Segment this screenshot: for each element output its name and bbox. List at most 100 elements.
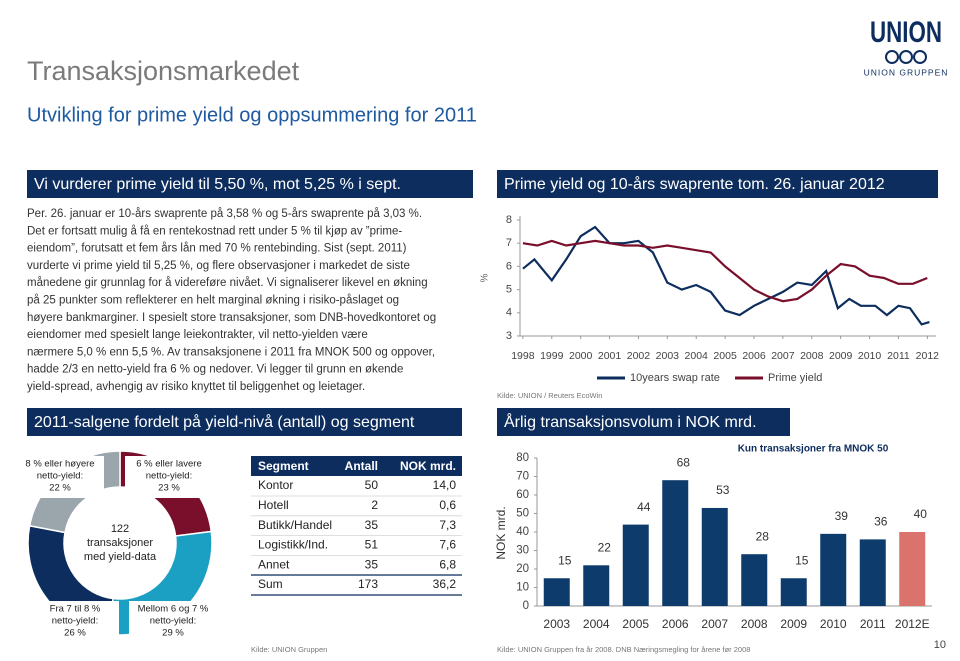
y-tick-label: 0 [523,600,529,612]
pie-label-bg [129,601,217,643]
x-tick-label: 2011 [860,617,886,631]
pie-value-label: 23 % [158,483,180,494]
logo-icon [885,50,927,64]
y-tick-label: 70 [516,471,529,483]
y-tick-label: 60 [516,489,529,501]
table-cell: 14,0 [433,478,457,492]
table-cell: 0,6 [439,498,456,512]
x-tick-label: 2006 [662,617,689,631]
table-cell: 50 [365,478,379,492]
body-text: hadde 2/3 en netto-yield fra 6 % og nedo… [27,364,403,376]
bar [662,480,689,606]
bar [859,539,886,606]
y-tick-label: 80 [516,452,529,464]
pie-value-label: 22 % [49,483,71,494]
x-tick-label: 2012 [916,350,940,362]
bar-value-label: 28 [756,529,770,543]
bar [622,524,649,606]
bar-value-label: 68 [677,455,691,469]
x-tick-label: 2008 [800,350,824,362]
x-tick-label: 2002 [627,350,651,362]
bar-value-label: 22 [598,540,612,554]
x-tick-label: 2004 [583,617,610,631]
y-tick-label: 4 [506,307,512,319]
x-tick-label: 2003 [656,350,680,362]
x-tick-label: 2005 [622,617,649,631]
pie-label: 6 % eller lavere [136,459,201,470]
page-number: 10 [934,639,946,651]
pie-center-label: 122 [111,523,129,535]
x-tick-label: 2007 [701,617,728,631]
table-cell: Butikk/Handel [258,518,332,532]
section-header-bg [27,170,473,198]
bar [583,565,610,606]
section-header: Årlig transaksjonsvolum i NOK mrd. [504,412,757,431]
bar [780,578,807,606]
y-tick-label: 10 [516,582,529,594]
y-tick-label: 20 [516,563,529,575]
section-header-bg [27,408,462,436]
pie-center-label: transaksjoner [87,537,153,549]
body-text: yield-spread, avhengig av risiko knyttet… [27,381,365,393]
slide-subtitle: Utvikling for prime yield og oppsummerin… [27,104,477,126]
pie-label-bg [31,601,119,643]
body-text: eiendomer med spesielt lange leiekontrak… [27,329,368,341]
body-text: Det er fortsatt mulig å få en rentekostn… [27,225,402,237]
table-cell: 35 [365,557,379,571]
section-header: Prime yield og 10-års swaprente tom. 26.… [504,175,885,193]
legend-label: Prime yield [768,372,822,384]
section-header-bg [497,170,938,198]
x-tick-label: 2010 [820,617,847,631]
y-tick-label: 3 [506,330,512,342]
bar-value-label: 15 [795,553,809,567]
pie-label: netto-yield: [150,616,196,627]
x-tick-label: 2007 [771,350,795,362]
y-tick-label: 40 [516,526,529,538]
bar [741,554,768,606]
section-header-bg [497,408,790,436]
body-text: Per. 26. januar er 10-års swaprente på 3… [27,208,422,220]
table-header-cell: Antall [345,459,378,473]
table-cell: 6,8 [439,557,456,571]
x-tick-label: 1998 [511,350,535,362]
pie-label: netto-yield: [146,471,192,482]
bar [899,532,926,606]
table-header-bg [251,456,462,476]
x-tick-label: 1999 [540,350,564,362]
y-tick-label: 7 [506,237,512,249]
table-cell: 7,3 [439,518,456,532]
body-text: vurderte vi prime yield til 5,25 %, og f… [27,260,410,272]
table-header-cell: NOK mrd. [400,459,456,473]
x-tick-label: 2012E [895,617,930,631]
bar-value-label: 36 [874,515,888,529]
logo-ring [899,50,913,64]
chart-source: Kilde: UNION Gruppen fra år 2008. DNB Næ… [497,645,750,654]
y-tick-label: 5 [506,284,512,296]
x-tick-label: 2005 [713,350,737,362]
table-cell: Hotell [258,498,289,512]
body-text: på 25 punkter som reflekterer en helt ma… [27,295,399,307]
series-line [522,239,928,303]
body-text: månedene gir grunnlag for å videreføre n… [27,277,428,289]
x-tick-label: 2008 [741,617,768,631]
table-cell: 7,6 [439,538,456,552]
chart-source: Kilde: UNION / Reuters EcoWin [497,391,602,400]
y-tick-label: 30 [516,545,529,557]
pie-label-bg [125,456,213,498]
table-cell: 35 [365,518,379,532]
pie-label-bg [16,456,104,498]
table-source: Kilde: UNION Gruppen [251,645,327,654]
table-cell: 51 [365,538,379,552]
pie-label: Mellom 6 og 7 % [138,604,209,615]
y-tick-label: 50 [516,508,529,520]
y-axis-label: % [480,273,491,282]
table-cell: 173 [358,577,378,591]
x-tick-label: 2003 [543,617,570,631]
bar-value-label: 53 [716,483,730,497]
table-cell: Sum [258,577,283,591]
x-tick-label: 2004 [685,350,709,362]
y-tick-label: 6 [506,260,512,272]
x-tick-label: 2000 [569,350,593,362]
